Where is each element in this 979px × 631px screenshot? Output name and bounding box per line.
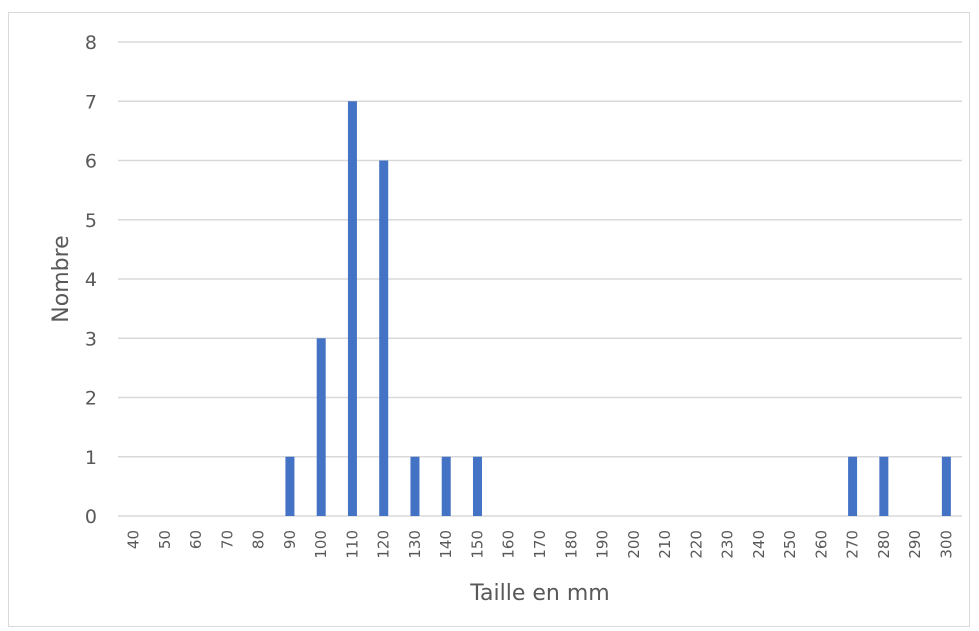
x-tick-label: 170 xyxy=(531,530,549,559)
bar-120 xyxy=(379,160,389,516)
x-tick-label: 80 xyxy=(250,530,268,549)
x-tick-label: 120 xyxy=(375,530,393,559)
y-tick-label: 7 xyxy=(85,91,97,113)
x-tick-label: 150 xyxy=(468,530,486,559)
bar-300 xyxy=(941,456,951,516)
x-tick-label: 130 xyxy=(406,530,424,559)
bar-150 xyxy=(472,456,482,516)
x-tick-label: 70 xyxy=(218,530,236,549)
y-tick-label: 5 xyxy=(85,210,97,232)
x-tick-label: 140 xyxy=(437,530,455,559)
x-tick-label: 250 xyxy=(781,530,799,559)
x-tick-label: 260 xyxy=(812,530,830,559)
x-tick-label: 270 xyxy=(844,530,862,559)
x-tick-label: 220 xyxy=(687,530,705,559)
x-tick-label: 200 xyxy=(625,530,643,559)
bar-280 xyxy=(879,456,889,516)
x-tick-label: 90 xyxy=(281,530,299,549)
x-tick-label: 100 xyxy=(312,530,330,559)
y-tick-label: 0 xyxy=(85,506,97,528)
x-axis-title: Taille en mm xyxy=(469,581,609,606)
x-tick-label: 180 xyxy=(562,530,580,559)
bar-140 xyxy=(441,456,451,516)
y-axis-title: Nombre xyxy=(49,235,74,322)
x-tick-label: 40 xyxy=(125,530,143,549)
gridlines xyxy=(118,41,962,517)
x-tick-label: 230 xyxy=(719,530,737,559)
bar-100 xyxy=(316,338,326,516)
x-tick-label: 210 xyxy=(656,530,674,559)
y-tick-label: 2 xyxy=(85,388,97,410)
bar-270 xyxy=(848,456,858,516)
x-tick-label: 110 xyxy=(343,530,361,559)
x-tick-label: 190 xyxy=(594,530,612,559)
y-tick-label: 6 xyxy=(85,151,97,173)
bar-130 xyxy=(410,456,420,516)
x-tick-label: 240 xyxy=(750,530,768,559)
x-tick-label: 300 xyxy=(937,530,955,559)
y-tick-label: 1 xyxy=(85,447,97,469)
bar-110 xyxy=(347,101,357,516)
x-tick-label: 50 xyxy=(156,530,174,549)
x-tick-label: 60 xyxy=(187,530,205,549)
y-axis-ticks: 0 1 2 3 4 5 6 7 8 xyxy=(85,32,97,528)
x-tick-label: 290 xyxy=(906,530,924,559)
bar-90 xyxy=(285,456,295,516)
x-tick-label: 280 xyxy=(875,530,893,559)
x-axis-ticks: 40 50 60 70 80 90 100 110 120 130 140 150 160 170 180 1… xyxy=(125,530,956,559)
bars xyxy=(285,101,951,516)
chart-frame xyxy=(8,12,970,627)
y-tick-label: 8 xyxy=(85,32,97,54)
x-tick-label: 160 xyxy=(500,530,518,559)
y-tick-label: 3 xyxy=(85,328,97,350)
y-tick-label: 4 xyxy=(85,269,97,291)
